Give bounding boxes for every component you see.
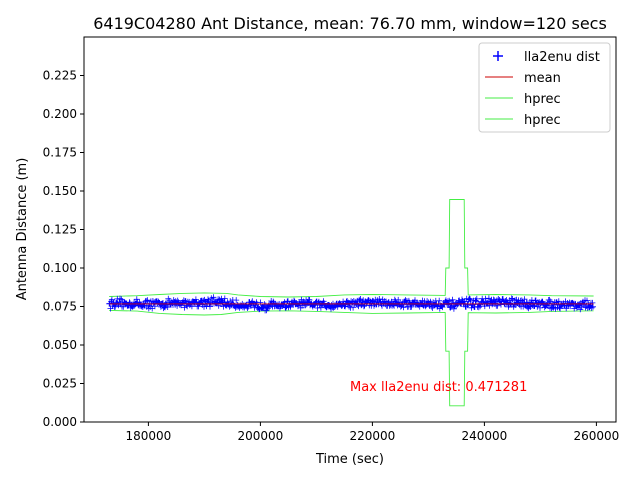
- y-tick-label: 0.050: [43, 338, 77, 352]
- y-tick-label: 0.075: [43, 300, 77, 314]
- legend-label: lla2enu dist: [524, 50, 600, 65]
- y-tick-label: 0.025: [43, 377, 77, 391]
- y-axis-label: Antenna Distance (m): [15, 158, 30, 301]
- x-tick-label: 180000: [125, 429, 171, 443]
- legend-entry-lla2enu: lla2enu dist: [493, 50, 600, 65]
- x-tick-label: 220000: [349, 429, 395, 443]
- legend-box: [478, 42, 611, 133]
- y-tick-label: 0.150: [43, 184, 77, 198]
- legend-entry-hprec: hprec: [485, 113, 561, 128]
- x-tick-label: 240000: [461, 429, 507, 443]
- axes-frame: [83, 36, 617, 423]
- chart-title: 6419C04280 Ant Distance, mean: 76.70 mm,…: [93, 14, 607, 33]
- y-tick-label: 0.200: [43, 107, 77, 121]
- legend-entry-mean: mean: [485, 71, 561, 86]
- y-tick-label: 0.225: [43, 69, 77, 83]
- x-axis-label: Time (sec): [315, 452, 384, 467]
- x-tick-label: 260000: [573, 429, 619, 443]
- legend-label: mean: [524, 71, 561, 86]
- y-tick-label: 0.000: [43, 415, 77, 429]
- hprec-upper-line: [109, 199, 594, 298]
- legend-plus-marker: [493, 51, 503, 61]
- legend-label: hprec: [524, 113, 561, 128]
- max-annotation: Max lla2enu dist: 0.471281: [350, 380, 527, 395]
- plot-area: 180000 200000 220000 240000 260000 0.000 0.025…: [43, 69, 620, 444]
- x-tick-label: 200000: [237, 429, 283, 443]
- hprec-lower-line: [109, 309, 594, 407]
- y-tick-label: 0.125: [43, 223, 77, 237]
- legend: lla2enu dist mean hprec hprec: [478, 42, 611, 133]
- y-tick-label: 0.100: [43, 261, 77, 275]
- legend-label: hprec: [524, 92, 561, 107]
- legend-entry-hprec: hprec: [485, 92, 561, 107]
- y-tick-label: 0.175: [43, 146, 77, 160]
